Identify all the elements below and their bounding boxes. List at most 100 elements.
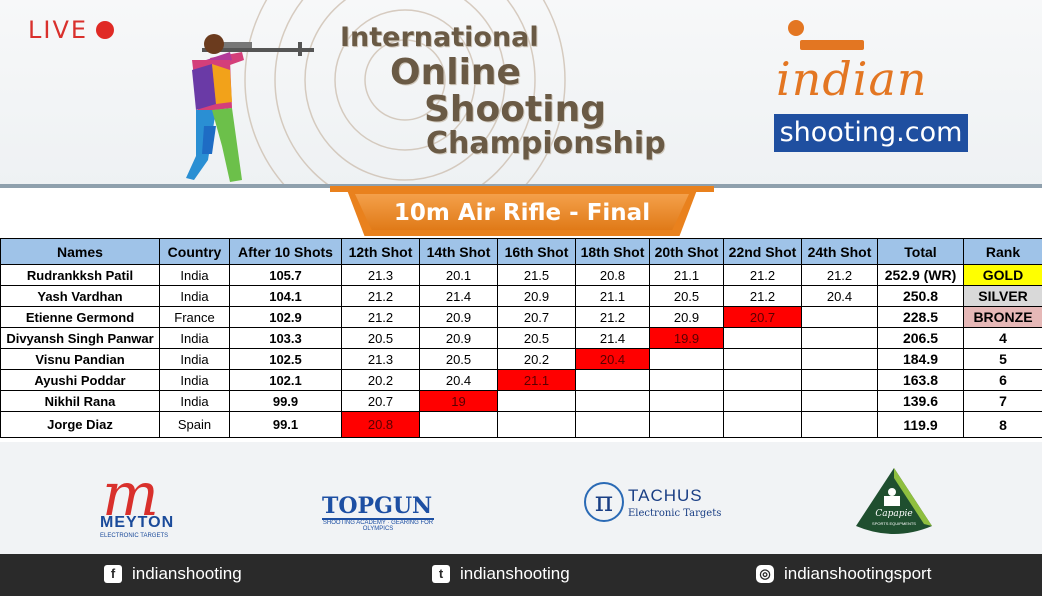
rifle-shooter-icon bbox=[186, 34, 314, 182]
total-score: 252.9 (WR) bbox=[877, 264, 964, 286]
social-footer: f indianshooting t indianshooting ◎ indi… bbox=[0, 554, 1042, 596]
shot-score bbox=[649, 390, 724, 412]
athlete-country: India bbox=[159, 348, 230, 370]
shot-score bbox=[649, 369, 724, 391]
column-header: 20th Shot bbox=[649, 238, 724, 265]
column-header: 18th Shot bbox=[575, 238, 650, 265]
shot-score: 20.9 bbox=[649, 306, 724, 328]
facebook-link[interactable]: f indianshooting bbox=[104, 564, 242, 584]
table-row: Visnu Pandian India 102.5 21.3 20.5 20.2 20.4 1… bbox=[0, 348, 1042, 370]
total-score: 206.5 bbox=[877, 327, 964, 349]
shot-score bbox=[649, 348, 724, 370]
banner-inner bbox=[355, 194, 689, 230]
meyton-mark: m bbox=[102, 460, 159, 530]
live-label: LIVE bbox=[28, 16, 89, 44]
column-header: After 10 Shots bbox=[229, 238, 342, 265]
header: LIVE International Online Shooting Champ… bbox=[0, 0, 1042, 188]
shot-score: 21.3 bbox=[341, 264, 420, 286]
shot-score: 21.5 bbox=[497, 264, 576, 286]
total-score: 119.9 bbox=[877, 411, 964, 438]
results-table: Names Country After 10 Shots 12th Shot 1… bbox=[0, 238, 1042, 438]
shot-score: 20.5 bbox=[419, 348, 498, 370]
shot-score: 19 bbox=[419, 390, 498, 412]
shot-score bbox=[801, 327, 878, 349]
athlete-country: India bbox=[159, 390, 230, 412]
athlete-name: Divyansh Singh Panwar bbox=[0, 327, 160, 349]
shot-score: 20.7 bbox=[497, 306, 576, 328]
athlete-name: Ayushi Poddar bbox=[0, 369, 160, 391]
shot-score: 20.5 bbox=[649, 285, 724, 307]
shot-score: 21.1 bbox=[649, 264, 724, 286]
capapie-logo-icon: Capapie SPORTS EQUIPMENTS bbox=[856, 468, 932, 534]
column-header: 12th Shot bbox=[341, 238, 420, 265]
table-row: Jorge Diaz Spain 99.1 20.8 119.9 8 bbox=[0, 411, 1042, 438]
total-score: 228.5 bbox=[877, 306, 964, 328]
shot-score bbox=[723, 390, 802, 412]
after-10-score: 102.1 bbox=[229, 369, 342, 391]
table-row: Nikhil Rana India 99.9 20.7 19 139.6 7 bbox=[0, 390, 1042, 412]
athlete-name: Visnu Pandian bbox=[0, 348, 160, 370]
shot-score bbox=[801, 306, 878, 328]
athlete-country: India bbox=[159, 285, 230, 307]
column-header: 14th Shot bbox=[419, 238, 498, 265]
shot-score: 21.2 bbox=[575, 306, 650, 328]
shot-score: 21.2 bbox=[723, 285, 802, 307]
logo-dot-icon bbox=[788, 20, 804, 36]
twitter-link[interactable]: t indianshooting bbox=[432, 564, 570, 584]
shot-score: 21.2 bbox=[341, 306, 420, 328]
shot-score: 20.5 bbox=[341, 327, 420, 349]
rank-badge: SILVER bbox=[963, 285, 1042, 307]
shot-score: 20.2 bbox=[341, 369, 420, 391]
shot-score: 20.8 bbox=[575, 264, 650, 286]
after-10-score: 104.1 bbox=[229, 285, 342, 307]
shot-score: 21.2 bbox=[341, 285, 420, 307]
event-banner: 10m Air Rifle - Final bbox=[347, 190, 697, 236]
title-line-1: International bbox=[340, 22, 539, 53]
total-score: 184.9 bbox=[877, 348, 964, 370]
column-header: Names bbox=[0, 238, 160, 265]
shot-score: 21.3 bbox=[341, 348, 420, 370]
instagram-link[interactable]: ◎ indianshootingsport bbox=[756, 564, 931, 584]
rank-badge: BRONZE bbox=[963, 306, 1042, 328]
capapie-sub: SPORTS EQUIPMENTS bbox=[872, 521, 916, 526]
column-header: 22nd Shot bbox=[723, 238, 802, 265]
shot-score: 20.4 bbox=[801, 285, 878, 307]
after-10-score: 102.9 bbox=[229, 306, 342, 328]
instagram-handle: indianshootingsport bbox=[784, 564, 932, 583]
after-10-score: 99.1 bbox=[229, 411, 342, 438]
shot-score: 21.2 bbox=[801, 264, 878, 286]
shot-score bbox=[575, 369, 650, 391]
topgun-name: TOPGUN bbox=[322, 493, 434, 520]
table-row: Ayushi Poddar India 102.1 20.2 20.4 21.1 163.8… bbox=[0, 369, 1042, 391]
banner-strip bbox=[330, 186, 714, 192]
athlete-country: France bbox=[159, 306, 230, 328]
tachus-sub: Electronic Targets bbox=[628, 508, 722, 519]
twitter-icon: t bbox=[432, 565, 450, 583]
column-header: Total bbox=[877, 238, 964, 265]
sponsors-strip: m MEYTON ELECTRONIC TARGETS TOPGUN SHOOT… bbox=[0, 442, 1042, 554]
shot-score: 20.7 bbox=[723, 306, 802, 328]
table-header-row: Names Country After 10 Shots 12th Shot 1… bbox=[0, 238, 1042, 265]
shot-score bbox=[801, 369, 878, 391]
shot-score bbox=[575, 411, 650, 438]
total-score: 139.6 bbox=[877, 390, 964, 412]
shot-score bbox=[723, 327, 802, 349]
shot-score: 20.4 bbox=[575, 348, 650, 370]
facebook-icon: f bbox=[104, 565, 122, 583]
column-header: Rank bbox=[963, 238, 1042, 265]
shot-score bbox=[801, 348, 878, 370]
shot-score: 20.2 bbox=[497, 348, 576, 370]
athlete-name: Nikhil Rana bbox=[0, 390, 160, 412]
shot-score bbox=[723, 348, 802, 370]
column-header: 16th Shot bbox=[497, 238, 576, 265]
logo-domain-box: shooting.com bbox=[774, 114, 968, 152]
shot-score: 20.5 bbox=[497, 327, 576, 349]
shot-score bbox=[649, 411, 724, 438]
table-row: Etienne Germond France 102.9 21.2 20.9 20.7 21… bbox=[0, 306, 1042, 328]
topgun-sub: SHOOTING ACADEMY · GEARING FOR OLYMPICS bbox=[322, 520, 434, 532]
shot-score bbox=[497, 411, 576, 438]
after-10-score: 99.9 bbox=[229, 390, 342, 412]
after-10-score: 105.7 bbox=[229, 264, 342, 286]
meyton-logo: m MEYTON ELECTRONIC TARGETS bbox=[100, 460, 190, 540]
tachus-logo: π TACHUS Electronic Targets bbox=[584, 482, 724, 526]
